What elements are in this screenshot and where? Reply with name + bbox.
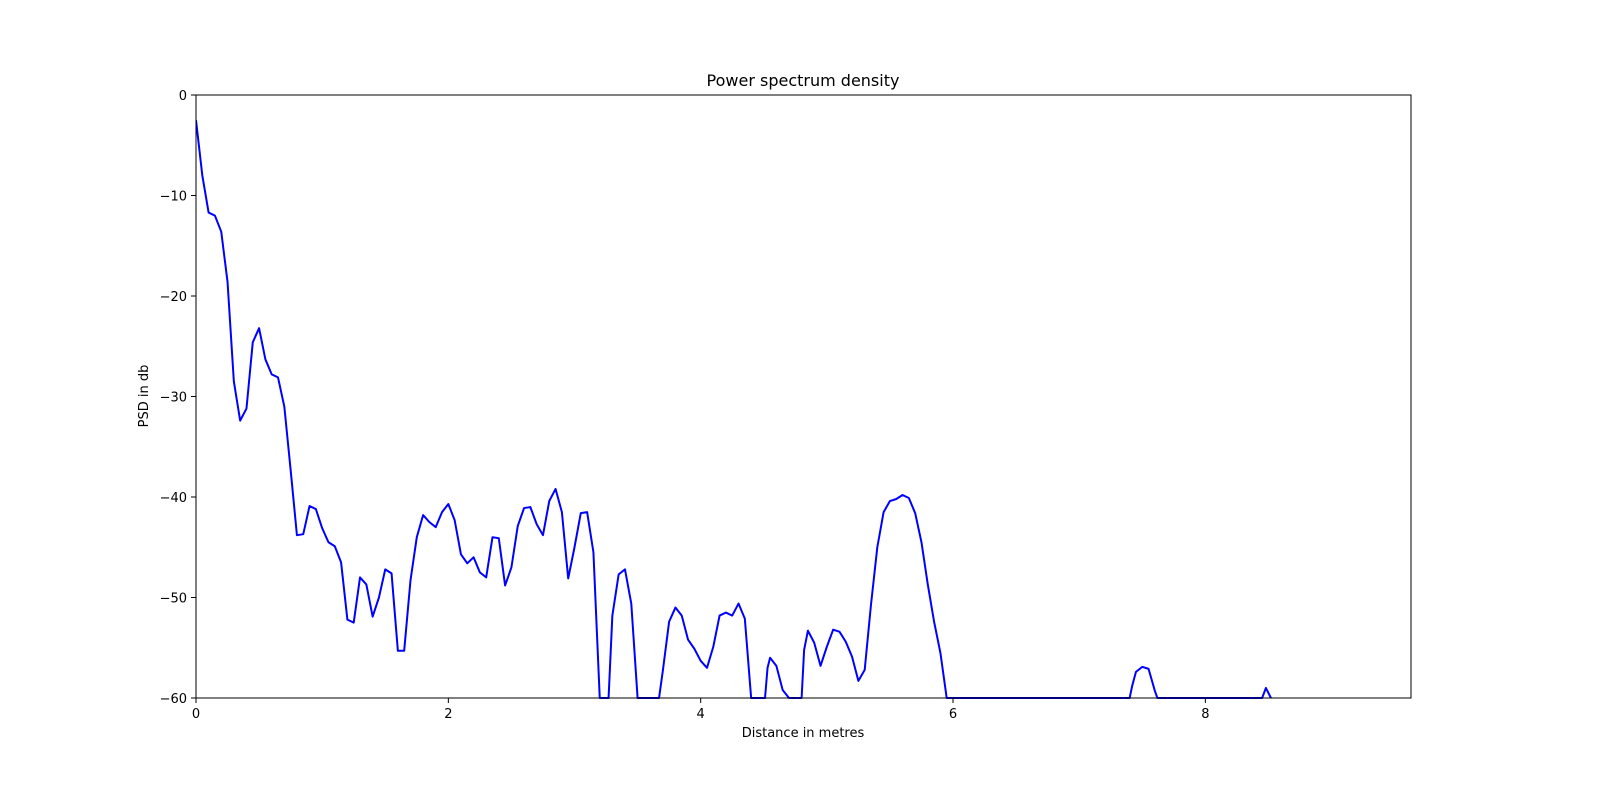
y-tick-label: −50 xyxy=(160,592,187,607)
y-tick-label: 0 xyxy=(179,89,187,104)
x-tick-label: 2 xyxy=(444,707,452,722)
y-tick-label: −10 xyxy=(160,190,187,205)
x-tick-label: 4 xyxy=(697,707,705,722)
chart-title: Power spectrum density xyxy=(707,71,900,90)
x-tick-label: 8 xyxy=(1201,707,1209,722)
y-tick-label: −30 xyxy=(160,391,187,406)
y-tick-label: −40 xyxy=(160,491,187,506)
psd-series-line-0 xyxy=(196,120,1272,699)
y-axis-label: PSD in db xyxy=(137,365,152,428)
axes-frame xyxy=(195,94,1412,699)
x-tick-label: 0 xyxy=(192,707,200,722)
plot-area xyxy=(195,94,1412,699)
x-axis-label: Distance in metres xyxy=(742,726,865,741)
x-axis-ticks: 0 2 4 6 8 xyxy=(192,698,1209,722)
y-tick-label: −20 xyxy=(160,290,187,305)
x-tick-label: 6 xyxy=(949,707,957,722)
y-tick-label: −60 xyxy=(160,692,187,707)
y-axis-ticks: 0 −10 −20 −30 −40 −50 −60 xyxy=(160,89,196,707)
